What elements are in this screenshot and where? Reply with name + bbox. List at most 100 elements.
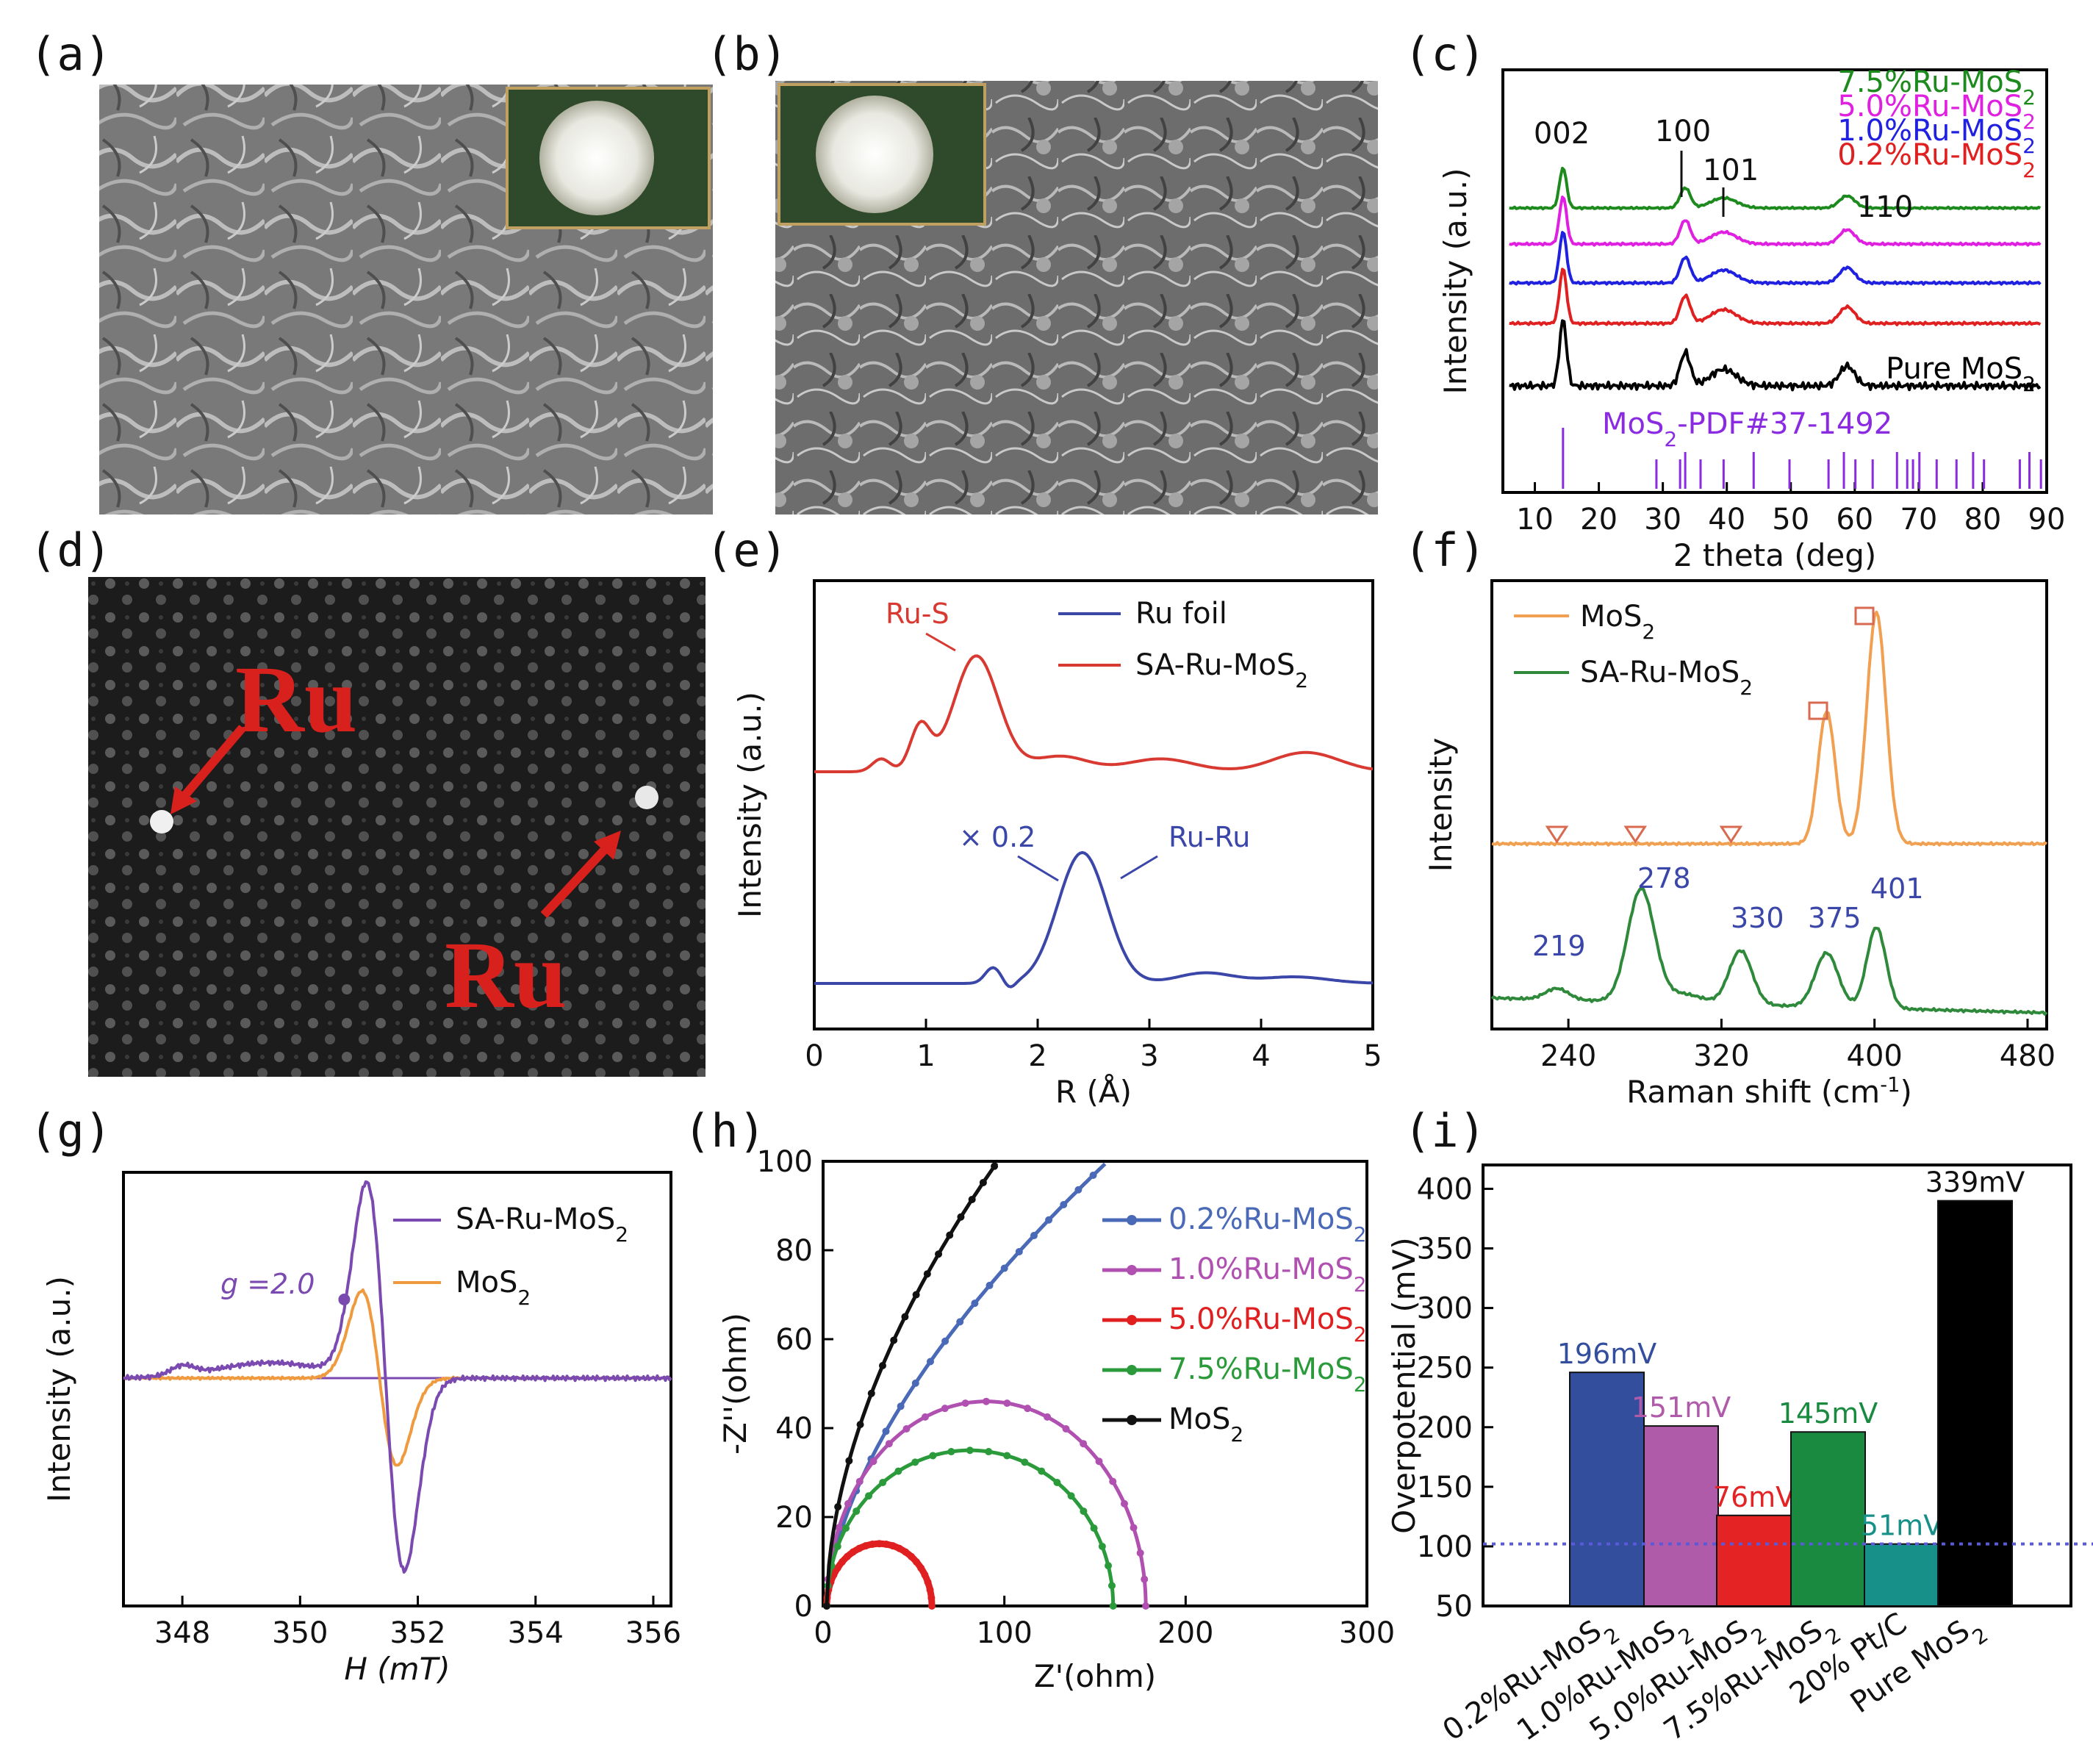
- data-point: [852, 1507, 861, 1516]
- x-tick-label: 70: [1900, 503, 1937, 537]
- data-point: [1107, 1582, 1116, 1590]
- legend-entry: SA-Ru-MoS2: [1135, 648, 1308, 692]
- legend-entry: Ru foil: [1135, 597, 1227, 631]
- arrow: [176, 725, 246, 804]
- stem-texture: [88, 577, 706, 1077]
- panel-label-b: (b): [706, 27, 788, 81]
- data-point: [869, 1458, 877, 1466]
- peak-label: 330: [1731, 902, 1784, 934]
- x-tick-label: 90: [2028, 503, 2066, 537]
- panel-label-g: (g): [29, 1104, 112, 1158]
- data-point: [921, 1571, 929, 1579]
- data-point: [1062, 1424, 1070, 1433]
- y-tick-label: 300: [1417, 1292, 1473, 1326]
- data-point: [912, 1291, 920, 1299]
- raman-line-sa-ru-mos2: [1490, 887, 2048, 1016]
- x-tick-label: 480: [2000, 1039, 2056, 1073]
- x-tick-label: 354: [508, 1616, 564, 1650]
- data-point: [991, 1162, 999, 1170]
- data-point: [822, 1602, 830, 1610]
- exafs-line-sa-ru-mos2: [814, 654, 1374, 773]
- data-point: [979, 1178, 987, 1186]
- data-point: [833, 1564, 841, 1572]
- data-point: [838, 1558, 846, 1566]
- y-axis-label: Intensity (a.u.): [1437, 168, 1473, 395]
- y-tick-label: 150: [1417, 1471, 1473, 1505]
- y-axis-label: Intensity (a.u.): [41, 1276, 77, 1502]
- annotation-ru-ru: Ru-Ru: [1168, 821, 1250, 853]
- reference-label: MoS2-PDF#37-1492: [1602, 407, 1892, 451]
- arrow-head: [170, 786, 197, 814]
- data-point: [985, 1448, 993, 1456]
- panel-label-a: (a): [29, 27, 112, 81]
- x-axis-label: Raman shift (cm-1): [1626, 1074, 1912, 1111]
- x-tick-label: 350: [272, 1616, 328, 1650]
- data-point: [1095, 1458, 1103, 1466]
- x-axis-label: 2 theta (deg): [1673, 537, 1877, 573]
- data-point: [833, 1542, 841, 1550]
- x-tick-label: 20: [1580, 503, 1618, 537]
- data-point: [1142, 1602, 1150, 1610]
- y-tick-label: 0: [794, 1590, 813, 1624]
- data-point: [867, 1389, 875, 1397]
- bar-value-label: 76mV: [1713, 1481, 1795, 1513]
- data-point: [1044, 1413, 1052, 1421]
- data-point: [1053, 1479, 1061, 1487]
- data-point: [956, 1318, 964, 1326]
- data-point: [1045, 1216, 1053, 1224]
- x-axis-label: H (mT): [344, 1651, 450, 1687]
- x-tick-label: 400: [1847, 1039, 1903, 1073]
- bar-0: [1569, 1372, 1645, 1607]
- panel-label-h: (h): [683, 1104, 766, 1158]
- triangle-marker: [1719, 825, 1743, 844]
- data-point: [913, 1558, 921, 1566]
- plot-frame: [813, 579, 1374, 1030]
- y-axis-label: -Z''(ohm): [717, 1313, 753, 1455]
- data-point: [855, 1477, 864, 1485]
- data-point: [855, 1544, 864, 1552]
- nyquist-line-4: [825, 1161, 999, 1607]
- x-tick-label: 1: [916, 1039, 935, 1073]
- x-tick-label: 5: [1363, 1039, 1382, 1073]
- x-tick-label: 0: [805, 1039, 823, 1073]
- bar-value-label: 145mV: [1778, 1397, 1878, 1430]
- bar-2: [1716, 1514, 1792, 1607]
- xrd-line-1: [1509, 196, 2042, 247]
- data-point: [1130, 1524, 1138, 1532]
- data-point: [856, 1421, 864, 1429]
- data-point: [908, 1552, 916, 1560]
- x-axis-label: R (Å): [1055, 1073, 1132, 1110]
- xrd-line-0: [1509, 166, 2042, 211]
- data-point: [911, 1379, 919, 1387]
- y-axis-label: Intensity (a.u.): [732, 692, 768, 918]
- data-point: [879, 1479, 887, 1487]
- data-point: [1067, 1492, 1075, 1500]
- y-tick-label: 350: [1417, 1233, 1473, 1266]
- xrd-line-4: [1509, 319, 2042, 392]
- data-point: [890, 1336, 898, 1344]
- data-point: [1015, 1247, 1023, 1255]
- nyquist-line-3: [825, 1448, 1116, 1607]
- legend-entry: MoS2: [456, 1266, 531, 1310]
- data-point: [878, 1362, 886, 1370]
- x-tick-label: 356: [625, 1616, 681, 1650]
- legend-marker: [1127, 1415, 1137, 1425]
- bar-value-label: 339mV: [1925, 1166, 2025, 1199]
- y-tick-label: 50: [1435, 1590, 1473, 1624]
- y-tick-label: 400: [1417, 1172, 1473, 1206]
- legend-entry: 0.2%Ru-MoS2: [1837, 138, 2036, 182]
- data-point: [1024, 1405, 1032, 1413]
- x-tick-label: 352: [389, 1616, 445, 1650]
- annotation-arrow: [1120, 855, 1158, 880]
- data-point: [830, 1571, 838, 1579]
- peak-label: 219: [1532, 930, 1586, 962]
- data-point: [986, 1281, 994, 1289]
- data-point: [983, 1397, 990, 1405]
- y-tick-label: 20: [775, 1501, 813, 1535]
- data-point: [961, 1399, 969, 1408]
- legend-entry: 1.0%Ru-MoS2: [1837, 114, 2036, 158]
- annotation-ru-s: Ru-S: [886, 598, 949, 630]
- data-point: [1030, 1232, 1038, 1240]
- xrd-line-3: [1509, 268, 2042, 326]
